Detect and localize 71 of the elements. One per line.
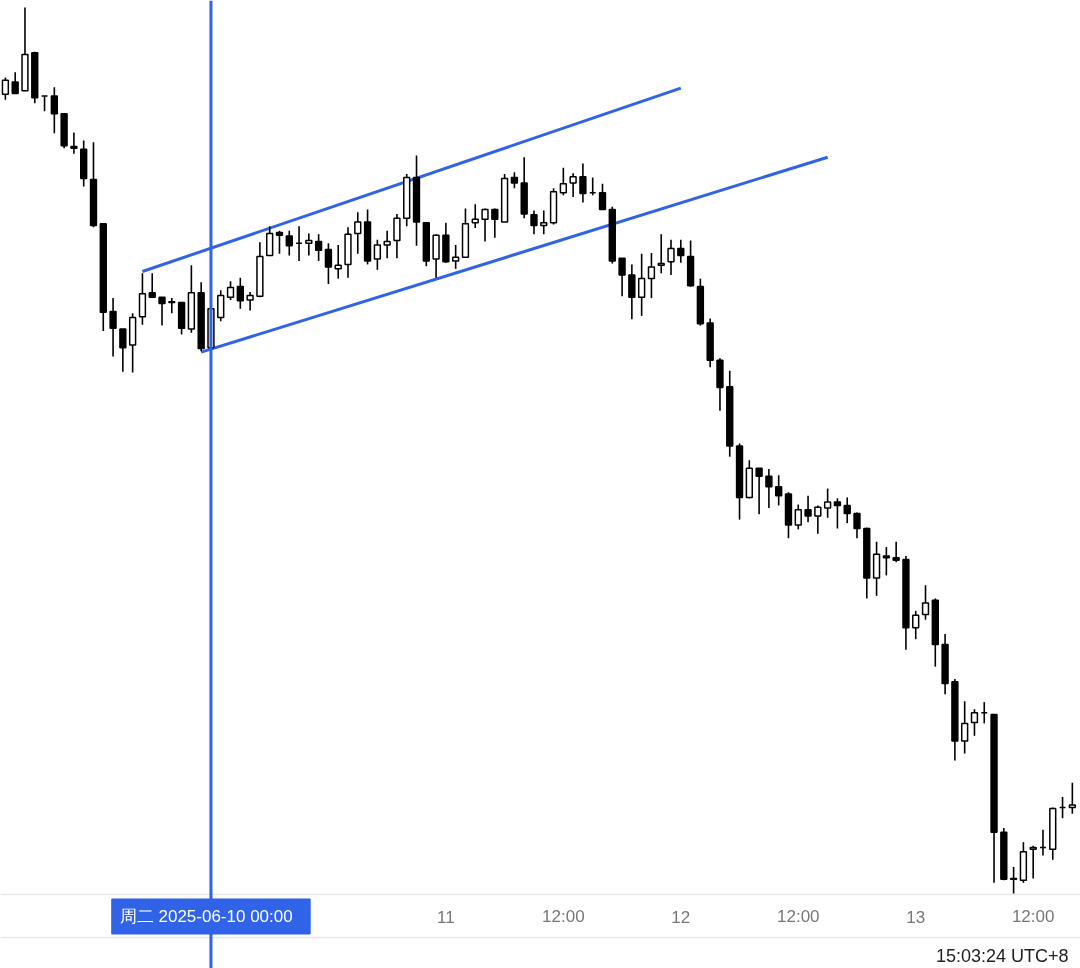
candlestick [285, 229, 293, 257]
candlestick [432, 233, 440, 279]
candlestick [853, 511, 861, 540]
x-tick-label: 11 [437, 907, 455, 927]
candlestick [882, 546, 891, 577]
candlestick [814, 504, 822, 535]
candlestick [481, 207, 489, 243]
candlestick [70, 131, 78, 155]
candlestick [138, 272, 147, 326]
candlestick [226, 280, 235, 301]
candlestick [1029, 844, 1037, 880]
candlestick [491, 207, 499, 239]
candlestick [569, 172, 577, 198]
candlestick [305, 232, 313, 257]
candlestick [823, 487, 832, 519]
candlestick [471, 203, 479, 229]
candlestick [921, 584, 930, 621]
candlestick [246, 291, 254, 312]
candlestick [579, 162, 587, 204]
candlestick [373, 238, 382, 271]
candlestick [275, 229, 284, 255]
candlestick [383, 229, 391, 260]
candlestick [168, 297, 176, 314]
candlestick [872, 540, 881, 597]
candlestick [109, 297, 117, 358]
candlestick [970, 708, 979, 737]
candlestick [148, 272, 156, 299]
text: 15:03:24 UTC+8 [935, 945, 1069, 966]
x-tick-label: 12:00 [1011, 907, 1055, 926]
candlestick [1068, 781, 1077, 815]
candlestick [843, 496, 851, 524]
candlestick [1009, 866, 1018, 895]
candlestick [775, 474, 783, 507]
candlestick [354, 211, 362, 255]
candlestick [794, 503, 802, 531]
candlestick [530, 209, 538, 236]
candlestick [598, 183, 607, 211]
candlestick [324, 242, 333, 285]
candlestick [540, 209, 548, 236]
candlestick [618, 257, 626, 298]
candlestick [451, 244, 460, 270]
candlestick [217, 289, 225, 322]
candlestick [637, 253, 646, 317]
candlestick [119, 328, 127, 373]
x-tick-label: 13 [906, 907, 926, 927]
candlestick [912, 610, 920, 641]
x-tick-label: 12:00 [542, 907, 585, 926]
candlestick [334, 244, 342, 280]
ref-line-label: 周二 2025-06-10 00:00 [119, 907, 293, 926]
candlestick [657, 233, 665, 275]
candlestick [833, 497, 842, 530]
candlestick [11, 71, 19, 95]
candlestick [677, 238, 685, 264]
candlestick [765, 468, 773, 509]
candlestick [667, 238, 675, 276]
candlestick [892, 540, 900, 563]
candlestick [628, 263, 636, 321]
candlestick [1, 76, 10, 101]
candlestick [647, 252, 656, 299]
candlestick [236, 276, 245, 310]
candlestick [266, 225, 274, 257]
candlestick [393, 213, 401, 260]
candlestick [804, 494, 812, 524]
candlestick [960, 700, 969, 755]
candlestick [314, 233, 323, 262]
candlestick [559, 167, 568, 197]
candlestick [755, 467, 763, 516]
x-tick-label: 12:00 [776, 907, 820, 926]
x-tick-label: 12 [671, 907, 691, 927]
candlestick [158, 296, 166, 327]
candlestick [50, 86, 59, 135]
